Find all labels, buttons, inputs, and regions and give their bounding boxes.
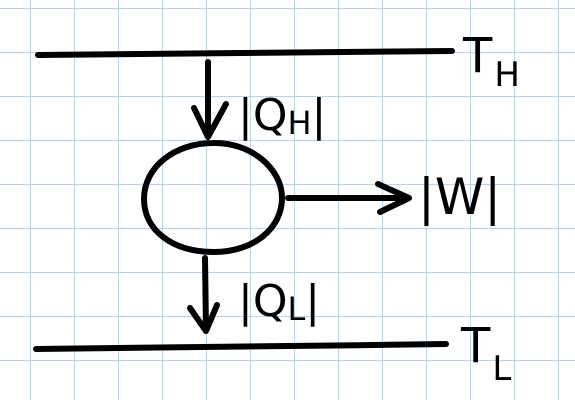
hot-reservoir-label: TH (462, 28, 520, 95)
heat-in-label: |QH| (238, 90, 326, 142)
work-arrow (285, 181, 412, 215)
cold-reservoir-label: TL (460, 318, 511, 389)
heat-in-arrow (191, 59, 229, 140)
cold-reservoir-line (33, 341, 449, 352)
heat-out-arrow (187, 255, 220, 334)
work-label: |W| (418, 168, 501, 226)
hot-reservoir-line (35, 48, 455, 58)
engine-circle (141, 139, 285, 255)
heat-out-label: |QL| (238, 276, 320, 328)
